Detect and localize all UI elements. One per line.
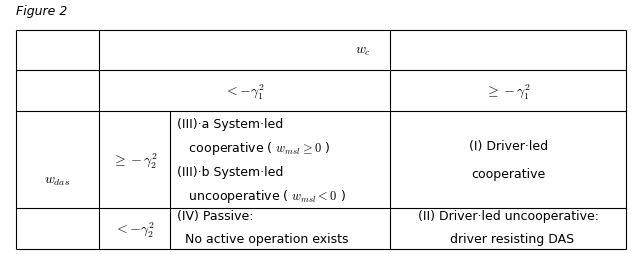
Text: cooperative: cooperative <box>471 168 545 180</box>
Text: No active operation exists: No active operation exists <box>177 232 349 245</box>
Text: (III)·b System·led: (III)·b System·led <box>177 166 284 179</box>
Text: driver resisting DAS: driver resisting DAS <box>442 232 574 245</box>
Text: (I) Driver·led: (I) Driver·led <box>468 140 548 152</box>
Text: $\geq-\gamma_1^2$: $\geq-\gamma_1^2$ <box>485 82 531 101</box>
Text: $w_{das}$: $w_{das}$ <box>45 173 70 187</box>
Text: $w_c$: $w_c$ <box>355 44 371 58</box>
Text: cooperative ( $w_{msl} \geq 0$ ): cooperative ( $w_{msl} \geq 0$ ) <box>177 139 330 156</box>
Text: $<-\gamma_2^2$: $<-\gamma_2^2$ <box>114 219 155 238</box>
Text: (II) Driver·led uncooperative:: (II) Driver·led uncooperative: <box>418 210 598 222</box>
Text: uncooperative ( $w_{msl} < 0$ ): uncooperative ( $w_{msl} < 0$ ) <box>177 188 346 205</box>
Text: (IV) Passive:: (IV) Passive: <box>177 210 254 222</box>
Text: (III)·a System·led: (III)·a System·led <box>177 117 284 130</box>
Text: $<-\gamma_1^2$: $<-\gamma_1^2$ <box>225 82 265 101</box>
Text: Figure 2: Figure 2 <box>16 5 67 18</box>
Text: $\geq-\gamma_2^2$: $\geq-\gamma_2^2$ <box>111 151 157 169</box>
